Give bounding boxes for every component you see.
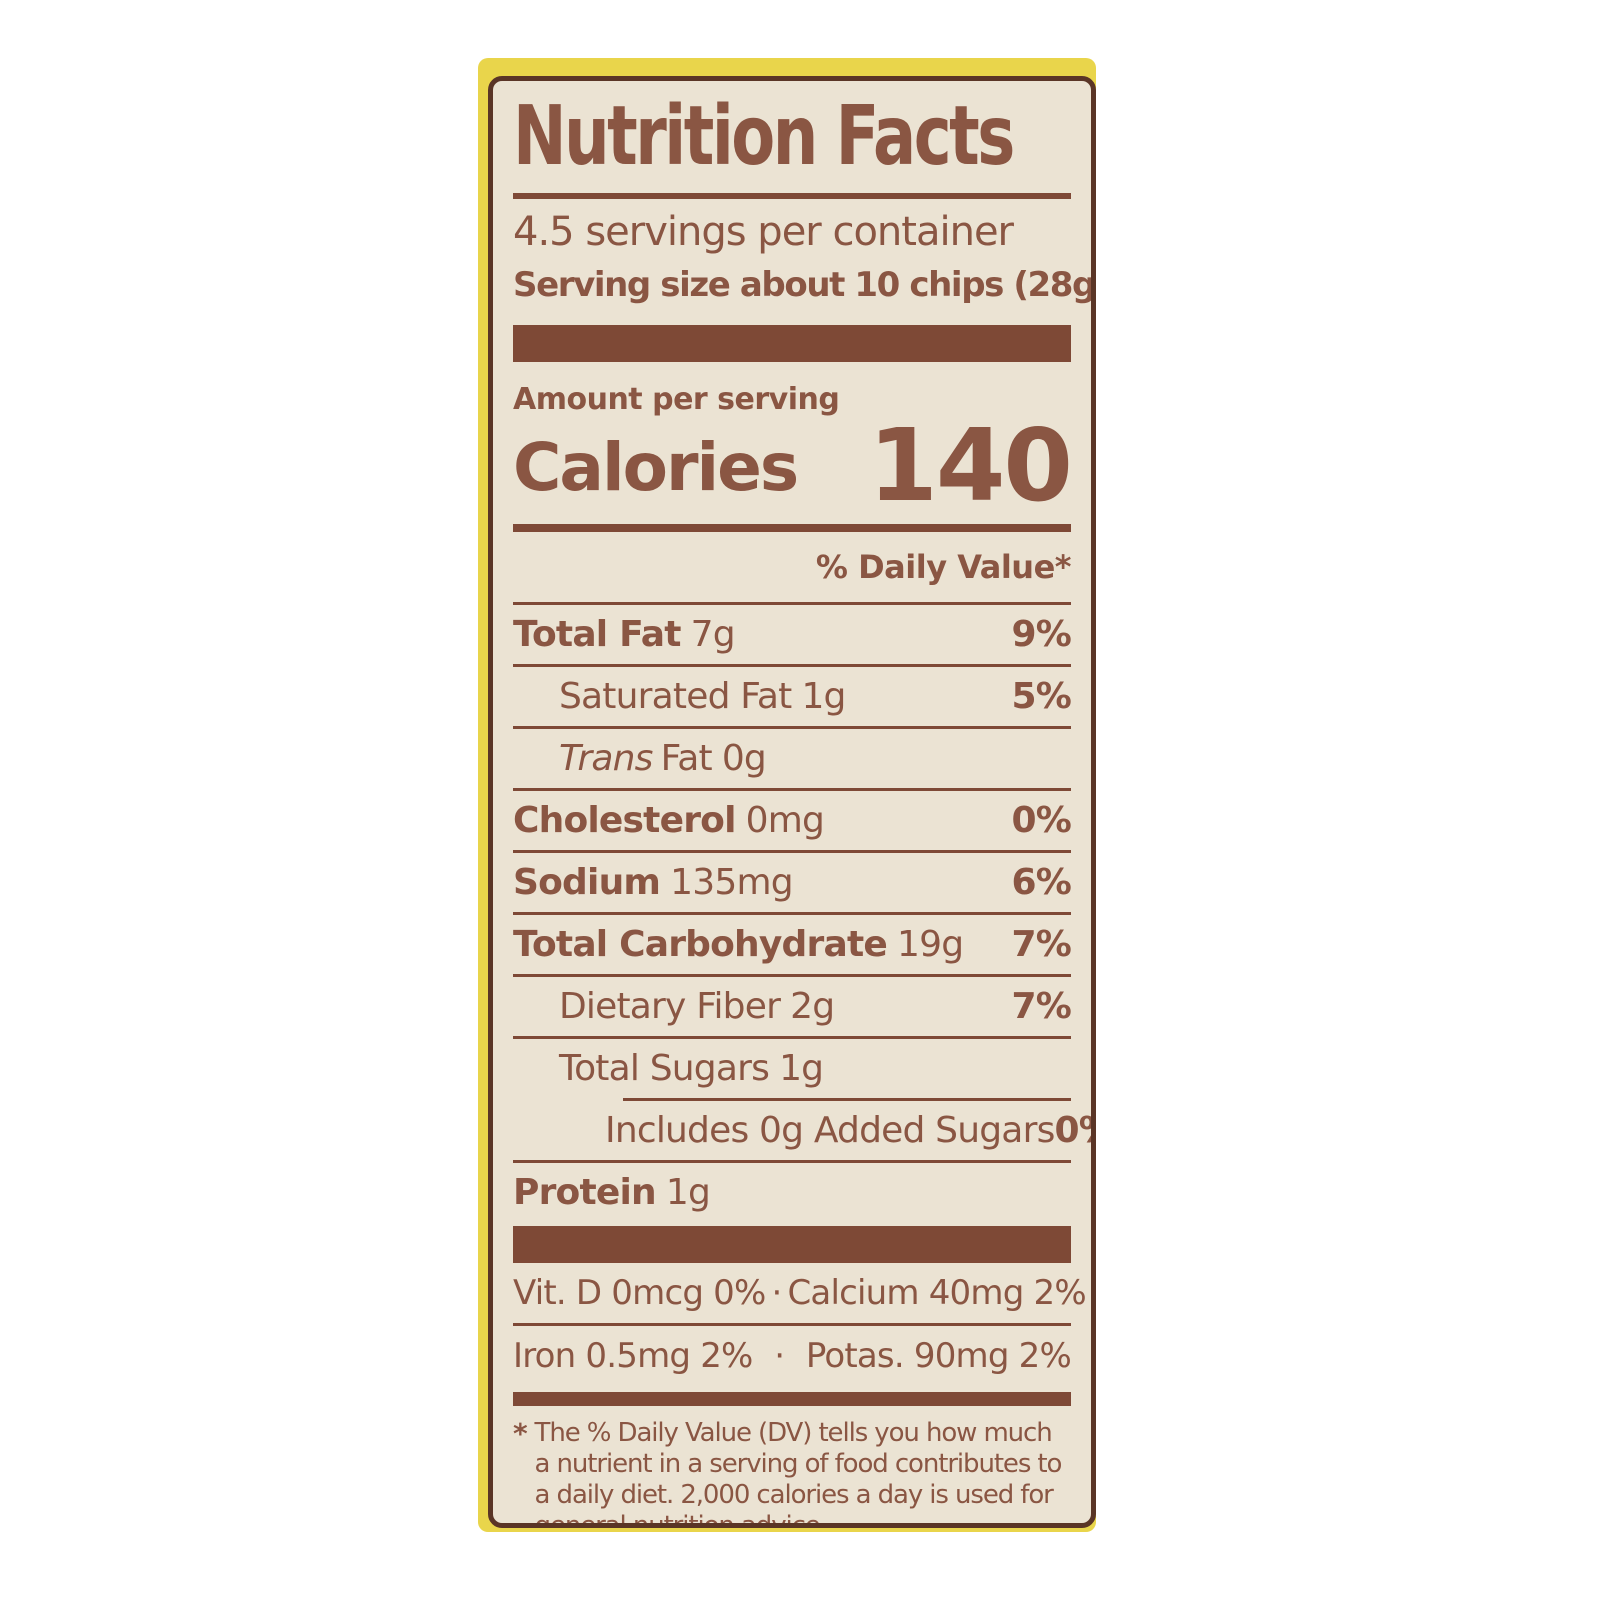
nutrient-row-saturated-fat: Saturated Fat 1g 5% [513, 667, 1072, 726]
section-bar-vitamins [513, 1226, 1071, 1263]
footnote-text: The % Daily Value (DV) tells you how muc… [534, 1418, 1063, 1528]
servings-per-container: 4.5 servings per container [513, 209, 1014, 255]
nutrient-dv: 7% [1011, 986, 1071, 1027]
nutrient-row-added-sugars: Includes 0g Added Sugars 0% [513, 1101, 1091, 1160]
nutrient-name: Fat [660, 738, 713, 779]
footnote-marker: * [513, 1417, 528, 1450]
nutrient-row-protein: Protein 1g [513, 1163, 1071, 1222]
nutrient-dv: 0% [1011, 800, 1071, 841]
nutrient-value: 2g [790, 986, 835, 1027]
dot-separator: · [771, 1273, 782, 1313]
calories-value: 140 [868, 407, 1073, 524]
nutrient-row-total-carbohydrate: Total Carbohydrate 19g 7% [513, 915, 1072, 974]
daily-value-header: % Daily Value* [815, 548, 1072, 586]
potassium: Potas. 90mg 2% [805, 1336, 1072, 1376]
nutrient-name: Protein [513, 1172, 657, 1213]
dot-separator: · [774, 1336, 785, 1376]
vitamin-row-2: Iron 0.5mg 2% · Potas. 90mg 2% [513, 1326, 1072, 1386]
nutrient-dv: 5% [1011, 676, 1071, 717]
calories-row: Calories 140 [513, 407, 1073, 524]
calories-label: Calories [513, 429, 799, 506]
nutrient-value: 135mg [670, 862, 793, 903]
nutrient-value: 19g [897, 924, 964, 965]
section-bar-footnote [513, 1392, 1071, 1406]
vitamin-d: Vit. D 0mcg 0% [513, 1273, 766, 1313]
divider [513, 726, 1071, 729]
nutrient-name: Total Sugars [559, 1048, 770, 1089]
nutrient-value: 1g [801, 676, 846, 717]
calories-divider [513, 524, 1071, 532]
divider [513, 788, 1071, 791]
calcium: Calcium 40mg 2% [787, 1273, 1086, 1313]
nutrient-row-dietary-fiber: Dietary Fiber 2g 7% [513, 977, 1072, 1036]
nutrient-dv: 0% [1054, 1110, 1091, 1151]
nutrient-name: Sodium [513, 862, 661, 903]
nutrient-value: 0mg [745, 800, 825, 841]
nutrient-name-italic: Trans [559, 738, 653, 779]
nutrient-name: Cholesterol [513, 800, 736, 841]
divider [513, 974, 1071, 977]
nutrition-facts-label: Nutrition Facts 4.5 servings per contain… [488, 76, 1096, 1528]
vitamin-row-1: Vit. D 0mcg 0% · Calcium 40mg 2% [513, 1263, 1087, 1323]
nutrient-dv: 6% [1011, 862, 1071, 903]
nutrient-dv: 9% [1011, 614, 1071, 655]
divider [513, 850, 1071, 853]
nutrient-name: Includes 0g Added Sugars [605, 1110, 1055, 1151]
divider [513, 1323, 1071, 1326]
nutrient-row-total-sugars: Total Sugars 1g [513, 1039, 1071, 1098]
nutrient-value: 1g [779, 1048, 824, 1089]
label-title: Nutrition Facts [513, 89, 1015, 185]
nutrient-name: Saturated Fat [559, 676, 792, 717]
nutrient-row-trans-fat: Trans Fat 0g [513, 729, 1071, 788]
nutrient-value: 0g [721, 738, 767, 779]
nutrient-row-cholesterol: Cholesterol 0mg 0% [513, 791, 1072, 850]
nutrient-row-total-fat: Total Fat 7g 9% [513, 605, 1072, 664]
nutrient-name: Dietary Fiber [559, 986, 781, 1027]
nutrient-name: Total Carbohydrate [513, 924, 888, 965]
divider [513, 1036, 1071, 1039]
daily-value-footnote: * The % Daily Value (DV) tells you how m… [513, 1417, 1071, 1528]
divider [513, 912, 1071, 915]
serving-size: Serving size about 10 chips (28g) [513, 265, 1096, 305]
divider [513, 664, 1071, 667]
nutrient-value: 1g [665, 1172, 711, 1213]
divider [513, 602, 1071, 605]
divider [513, 1160, 1071, 1163]
amount-per-serving: Amount per serving [513, 382, 840, 417]
nutrient-dv: 7% [1011, 924, 1071, 965]
section-bar-top [513, 325, 1071, 362]
nutrient-row-sodium: Sodium 135mg 6% [513, 853, 1072, 912]
divider-indented [623, 1098, 1071, 1101]
nutrient-value: 7g [690, 614, 736, 655]
nutrient-name: Total Fat [513, 614, 681, 655]
iron: Iron 0.5mg 2% [513, 1336, 753, 1376]
title-divider [513, 193, 1071, 199]
